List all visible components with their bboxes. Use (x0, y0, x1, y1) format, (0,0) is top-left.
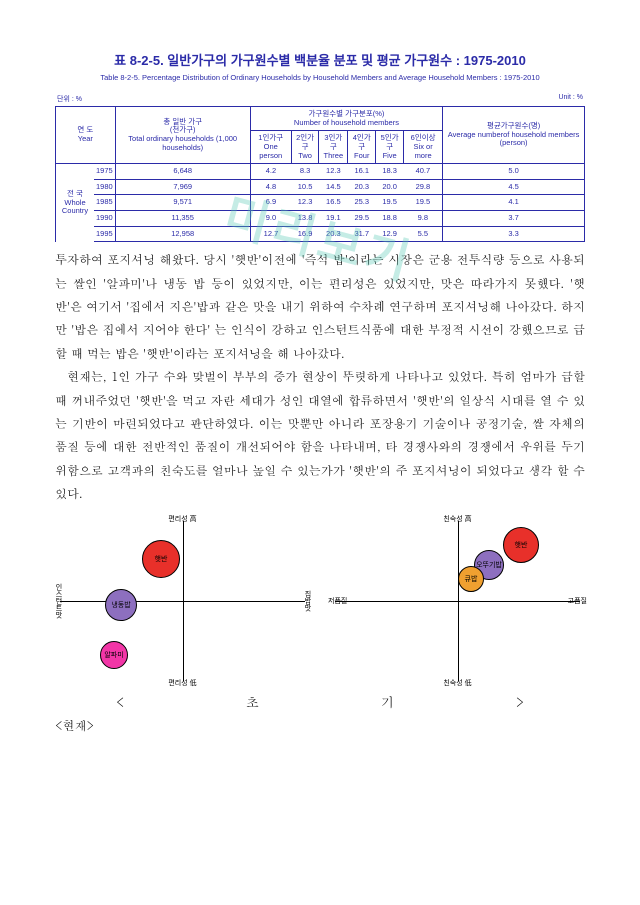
chart-bubble: 냉동밥 (105, 589, 137, 621)
table-row: 199512,95812.716.920.331.712.95.53.3 (56, 226, 585, 242)
td-year: 1980 (94, 179, 115, 195)
axis-label-top: 편리성 高 (168, 514, 196, 524)
td-value: 5.5 (404, 226, 443, 242)
td-avg: 3.7 (443, 211, 585, 227)
td-value: 4.2 (250, 164, 291, 180)
unit-row: 단위 : % Unit : % (55, 94, 585, 106)
td-region: 전 국 Whole Country (56, 164, 95, 242)
axis-vertical (458, 521, 459, 681)
axis-label-top: 친숙성 高 (443, 514, 471, 524)
axis-label-right: 집밥맛 (302, 590, 312, 611)
chart-bubble: 햇반 (142, 540, 180, 578)
td-avg: 3.3 (443, 226, 585, 242)
table-title: 표 8-2-5. 일반가구의 가구원수별 백분율 분포 및 평균 가구원수 : … (55, 50, 585, 69)
th-total: 총 일반 가구 (천가구) Total ordinary households … (115, 107, 250, 164)
charts-row: 편리성 高 편리성 低 인스턴트맛 집밥맛 햇반냉동밥알파미 친숙성 高 친숙성… (55, 516, 585, 686)
td-total: 9,571 (115, 195, 250, 211)
td-value: 12.3 (291, 195, 319, 211)
data-table: 연 도 Year 총 일반 가구 (천가구) Total ordinary ho… (55, 106, 585, 242)
td-value: 16.1 (348, 164, 376, 180)
th-col: 4인가구Four (348, 131, 376, 164)
td-value: 18.3 (376, 164, 404, 180)
td-avg: 4.5 (443, 179, 585, 195)
td-value: 31.7 (348, 226, 376, 242)
td-value: 12.7 (250, 226, 291, 242)
th-col: 1인가구One person (250, 131, 291, 164)
td-value: 4.8 (250, 179, 291, 195)
td-value: 20.3 (348, 179, 376, 195)
td-value: 19.5 (404, 195, 443, 211)
td-value: 10.5 (291, 179, 319, 195)
th-col: 6인이상Six or more (404, 131, 443, 164)
td-value: 13.8 (291, 211, 319, 227)
td-value: 18.8 (376, 211, 404, 227)
td-value: 9.0 (250, 211, 291, 227)
td-value: 16.9 (291, 226, 319, 242)
td-year: 1995 (94, 226, 115, 242)
document-page: 미리보기 표 8-2-5. 일반가구의 가구원수별 백분율 분포 및 평균 가구… (0, 0, 640, 905)
th-col: 2인가구Two (291, 131, 319, 164)
unit-right: Unit : % (558, 94, 583, 104)
table-subtitle: Table 8-2-5. Percentage Distribution of … (55, 73, 585, 82)
td-value: 19.1 (319, 211, 348, 227)
th-col: 3인가구Three (319, 131, 348, 164)
caption-row: < 초 기 > (55, 692, 585, 711)
chart-bubble: 알파미 (100, 641, 128, 669)
paragraph-1: 투자하여 포지셔닝 해왔다. 당시 '햇반'이전에 '즉석 밥'이라는 시장은 … (55, 248, 585, 365)
td-value: 8.3 (291, 164, 319, 180)
positioning-chart-right: 친숙성 高 친숙성 低 저품질 고품질 햇반오뚜기밥큐밥 (330, 516, 585, 686)
caption-char-1: 초 (246, 692, 259, 711)
chart-bubble: 큐밥 (458, 566, 484, 592)
td-total: 7,969 (115, 179, 250, 195)
td-value: 29.8 (404, 179, 443, 195)
axis-label-right: 고품질 (568, 596, 587, 606)
body-text: 투자하여 포지셔닝 해왔다. 당시 '햇반'이전에 '즉석 밥'이라는 시장은 … (55, 248, 585, 505)
td-value: 25.3 (348, 195, 376, 211)
td-value: 6.9 (250, 195, 291, 211)
th-year: 연 도 Year (56, 107, 116, 164)
td-value: 20.0 (376, 179, 404, 195)
axis-vertical (183, 521, 184, 681)
table-row: 199011,3559.013.819.129.518.89.83.7 (56, 211, 585, 227)
axis-label-left: 저품질 (328, 596, 347, 606)
td-value: 12.9 (376, 226, 404, 242)
footer-label: <현재> (55, 717, 585, 734)
td-avg: 4.1 (443, 195, 585, 211)
td-value: 14.5 (319, 179, 348, 195)
td-value: 9.8 (404, 211, 443, 227)
paragraph-2: 현재는, 1인 가구 수와 맞벌이 부부의 증가 현상이 뚜렷하게 나타나고 있… (55, 365, 585, 505)
positioning-chart-left: 편리성 高 편리성 低 인스턴트맛 집밥맛 햇반냉동밥알파미 (55, 516, 310, 686)
th-group: 가구원수별 가구분포(%) Number of household member… (250, 107, 442, 131)
td-year: 1990 (94, 211, 115, 227)
table-row: 전 국 Whole Country19756,6484.28.312.316.1… (56, 164, 585, 180)
td-total: 11,355 (115, 211, 250, 227)
axis-label-left: 인스턴트맛 (53, 583, 63, 618)
table-row: 19859,5716.912.316.525.319.519.54.1 (56, 195, 585, 211)
td-value: 29.5 (348, 211, 376, 227)
td-value: 16.5 (319, 195, 348, 211)
axis-label-bottom: 친숙성 低 (443, 678, 471, 688)
caption-bracket-open: < (116, 692, 124, 711)
axis-label-bottom: 편리성 低 (168, 678, 196, 688)
td-value: 20.3 (319, 226, 348, 242)
caption-char-2: 기 (381, 692, 394, 711)
caption-bracket-close: > (516, 692, 524, 711)
td-total: 6,648 (115, 164, 250, 180)
chart-bubble: 햇반 (503, 527, 539, 563)
td-year: 1985 (94, 195, 115, 211)
table-row: 19807,9694.810.514.520.320.029.84.5 (56, 179, 585, 195)
td-total: 12,958 (115, 226, 250, 242)
td-value: 19.5 (376, 195, 404, 211)
unit-left: 단위 : % (57, 94, 82, 104)
td-value: 40.7 (404, 164, 443, 180)
th-avg: 평균가구원수(명) Average numberof household mem… (443, 107, 585, 164)
td-avg: 5.0 (443, 164, 585, 180)
th-col: 5인가구Five (376, 131, 404, 164)
td-value: 12.3 (319, 164, 348, 180)
td-year: 1975 (94, 164, 115, 180)
